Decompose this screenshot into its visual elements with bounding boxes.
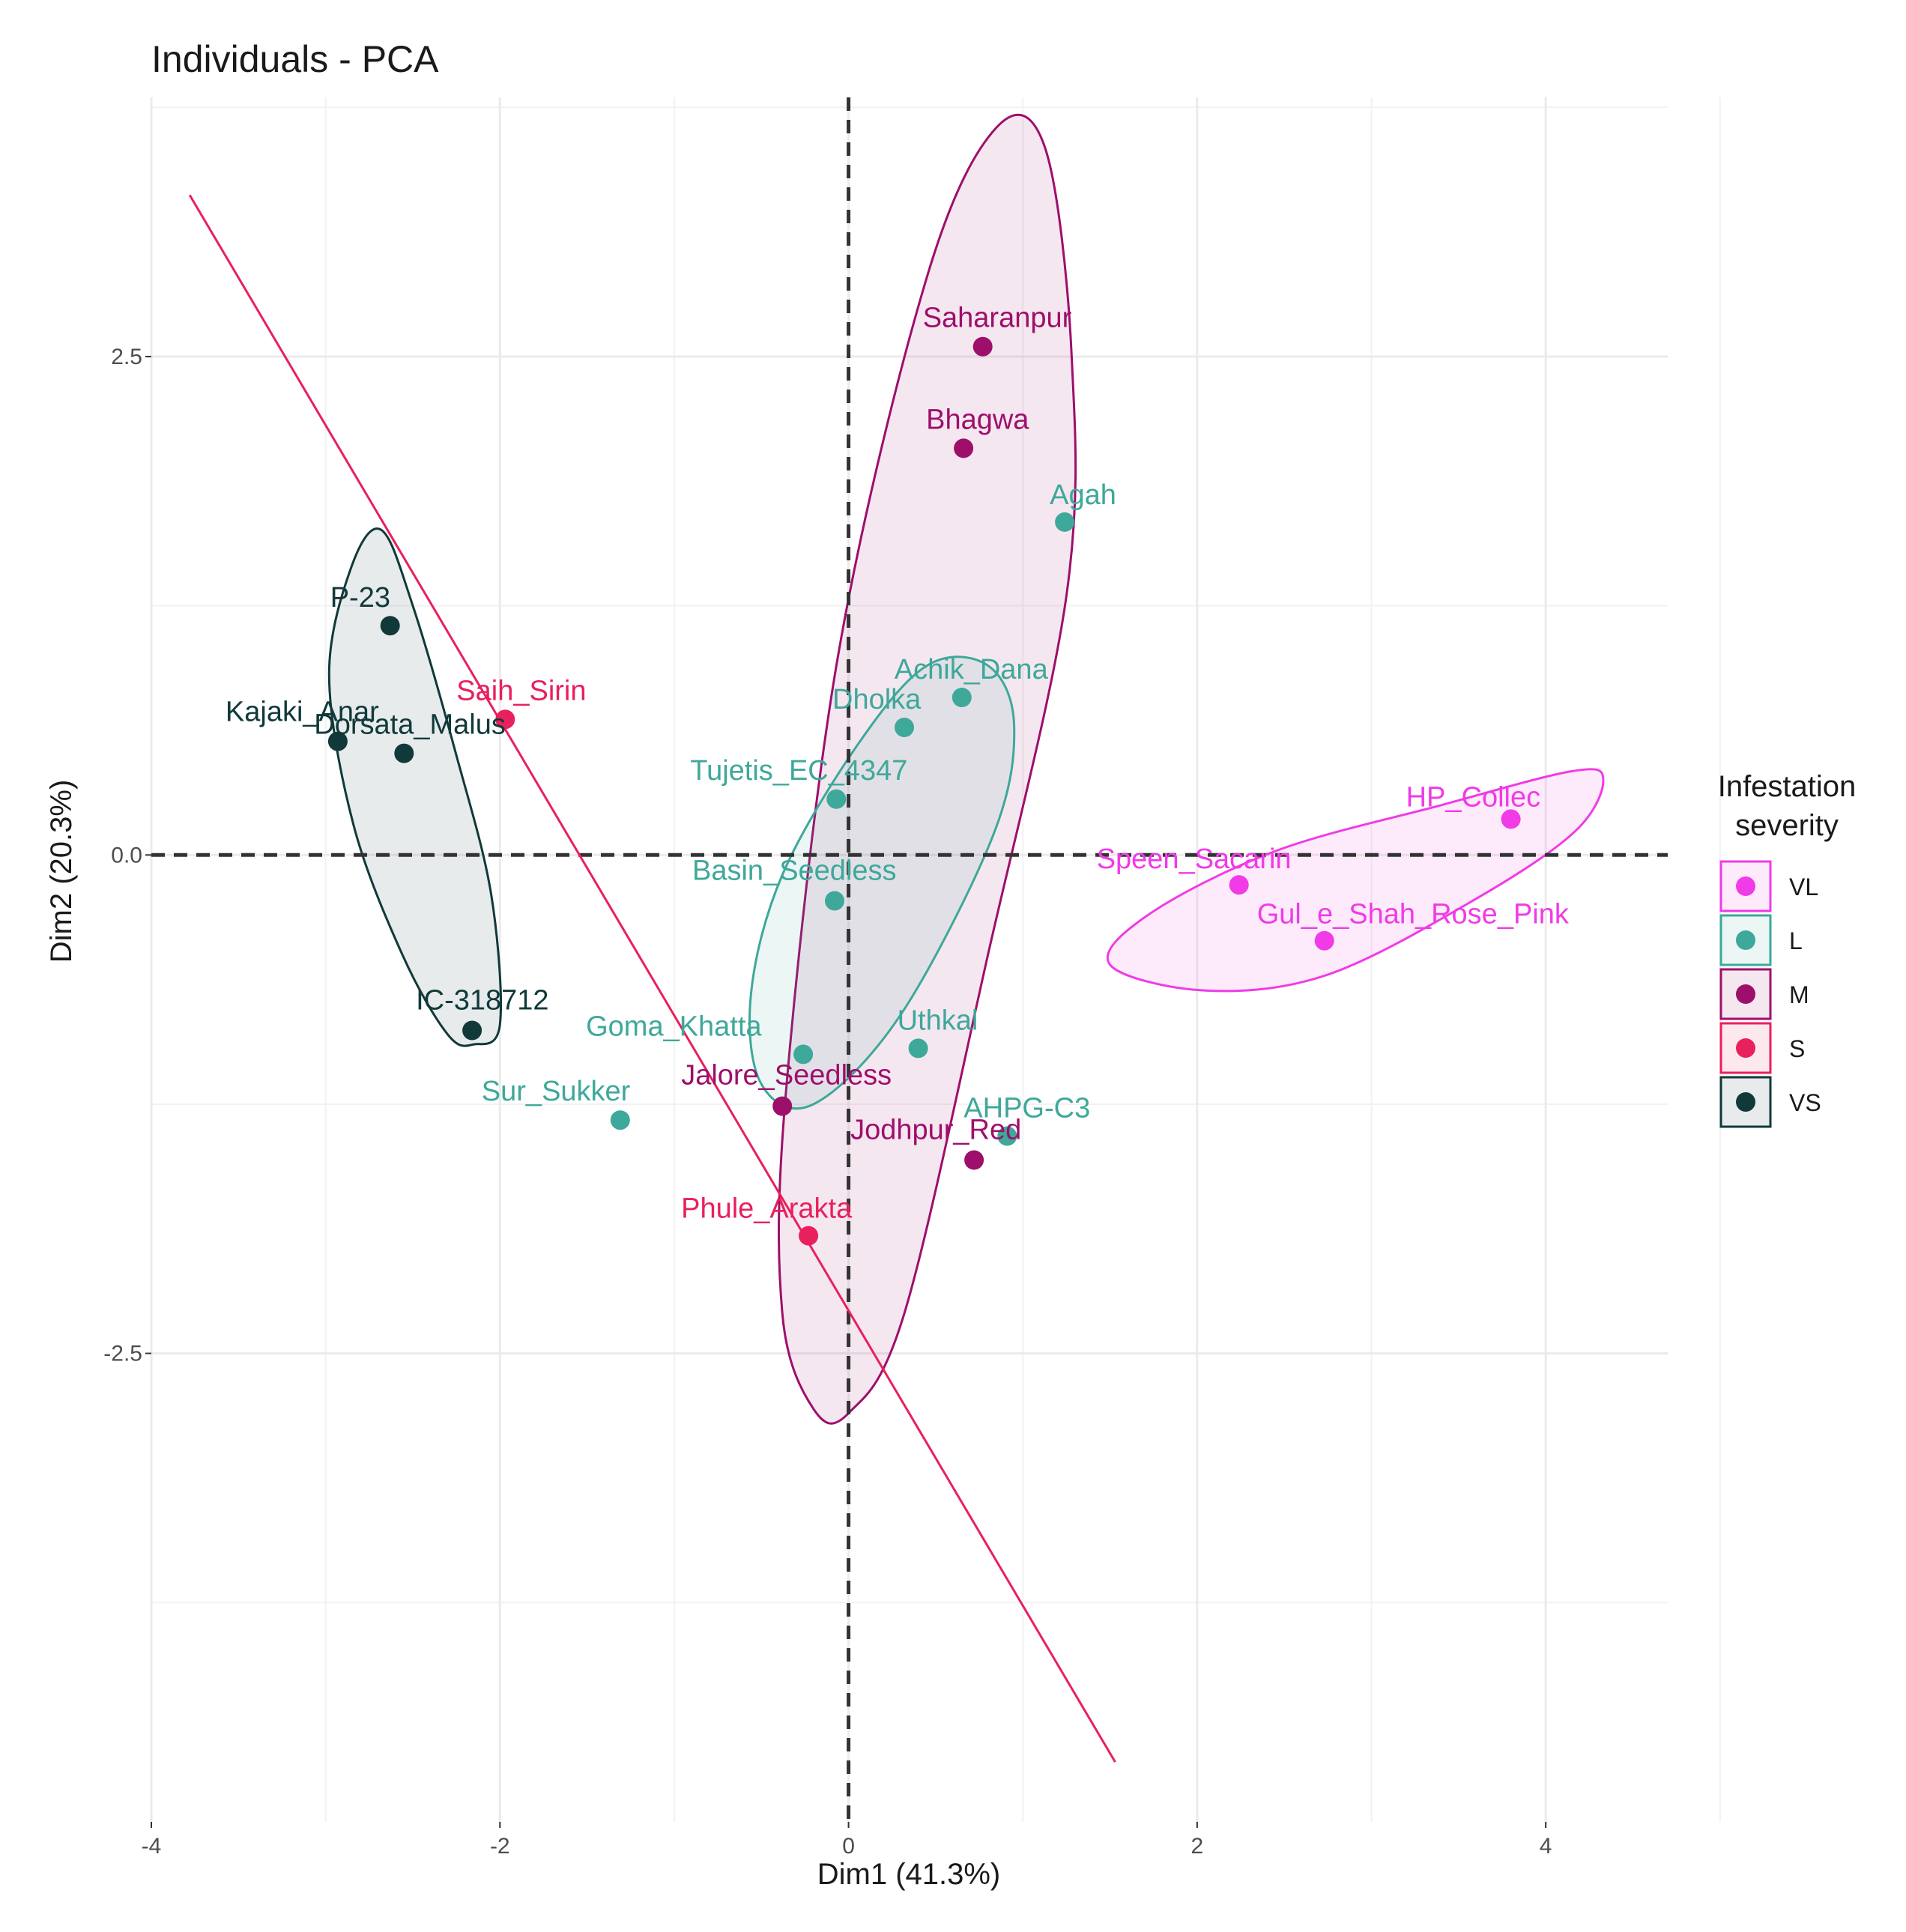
point-sur-sukker (610, 1110, 630, 1130)
point-label: Uthkal (898, 1005, 978, 1036)
point-goma-khatta (793, 1044, 814, 1065)
legend-label: M (1789, 981, 1809, 1008)
confidence-ellipses (327, 113, 1605, 1425)
point-label: IC-318712 (416, 985, 548, 1017)
ellipse-l (748, 655, 1016, 1110)
point-dorsata-malus (394, 743, 414, 763)
x-tick-label: 4 (1540, 1834, 1552, 1859)
x-tick-label: -4 (142, 1834, 162, 1859)
point-labels: Speen_Sacarin HP_Collec Gul_e_Shah_Rose_Pi… (226, 303, 1570, 1225)
data-points (327, 336, 1521, 1246)
y-tick-label: 0.0 (111, 843, 142, 867)
point-label: Phule_Arakta (681, 1193, 853, 1225)
point-label: Agah (1050, 479, 1116, 511)
point-bhagwa (954, 438, 974, 458)
legend-dot-s (1736, 1038, 1755, 1058)
legend-title-line-1: Infestation (1718, 770, 1857, 803)
point-hp-collec (1501, 809, 1521, 829)
point-label: Gul_e_Shah_Rose_Pink (1257, 899, 1570, 930)
point-label: Speen_Sacarin (1097, 844, 1292, 875)
point-speen-sacarin (1229, 875, 1249, 895)
point-dholka (895, 718, 914, 737)
legend-dot-vs (1736, 1092, 1755, 1112)
x-axis-ticks: -4 -2 0 2 4 (142, 1822, 1552, 1859)
legend-label: VL (1789, 873, 1818, 900)
ellipse-vl (1106, 768, 1605, 993)
legend: Infestation severity VL LMS VS (1718, 770, 1857, 1128)
chart-title: Individuals - PCA (151, 38, 439, 80)
point-label: Dorsata_Malus (314, 709, 506, 741)
x-axis-title: Dim1 (41.3%) (817, 1858, 1001, 1891)
point-basin-seedless (825, 891, 844, 911)
y-axis-title: Dim2 (20.3%) (45, 780, 78, 963)
point-gul-e-shah-rose-pink (1314, 930, 1334, 951)
point-label: Jalore_Seedless (681, 1060, 892, 1091)
point-kajaki-anar (327, 731, 348, 751)
point-label: Basin_Seedless (692, 856, 897, 887)
legend-label: S (1789, 1035, 1805, 1062)
point-label: Sur_Sukker (482, 1076, 631, 1107)
point-tujetis-ec-4347 (826, 789, 847, 809)
x-tick-label: 2 (1191, 1834, 1204, 1859)
point-label: Dholka (832, 684, 922, 715)
legend-dot-m (1736, 984, 1755, 1004)
legend-label: VS (1789, 1089, 1821, 1116)
reference-lines (151, 97, 1668, 1822)
x-tick-label: 0 (842, 1834, 855, 1859)
point-label: Tujetis_EC_4347 (690, 755, 907, 787)
legend-title-line-2: severity (1735, 809, 1839, 842)
legend-dot-vl (1736, 876, 1755, 896)
point-uthkal (908, 1038, 928, 1059)
legend-label: L (1789, 927, 1803, 954)
point-jalore-seedless (772, 1096, 793, 1116)
point-label: Saharanpur (923, 303, 1072, 334)
point-label: Achik_Dana (895, 654, 1049, 685)
point-saih-sirin (495, 709, 515, 730)
point-phule-arakta (799, 1226, 819, 1246)
point-ahpg-c3 (997, 1126, 1017, 1146)
y-axis-ticks: -2.5 0.0 2.5 (103, 345, 151, 1366)
point-label: Bhagwa (926, 404, 1029, 435)
legend-dot-l (1736, 930, 1755, 950)
point-label: HP_Collec (1406, 781, 1541, 813)
x-tick-label: -2 (490, 1834, 510, 1859)
point-agah (1055, 512, 1075, 532)
fit-line-segment (188, 194, 1116, 1763)
point-ic-318712 (462, 1020, 482, 1041)
point-label: AHPG-C3 (963, 1093, 1090, 1124)
point-jodhpur-red (964, 1150, 984, 1170)
point-saharanpur (972, 336, 993, 357)
fit-line (188, 194, 1116, 1763)
ellipse-m (777, 113, 1077, 1425)
point-achik-dana (952, 688, 972, 707)
point-label: P-23 (330, 582, 390, 614)
y-tick-label: 2.5 (111, 345, 142, 369)
point-label: Kajaki_Anar (226, 697, 379, 728)
point-label: Jodhpur_Red (850, 1115, 1021, 1146)
y-tick-label: -2.5 (103, 1342, 142, 1366)
legend-key-m (1719, 968, 1772, 1020)
point-label: Goma_Khatta (586, 1011, 762, 1042)
point-label: Saih_Sirin (456, 675, 586, 706)
legend-items: VL LMS VS (1719, 860, 1821, 1128)
point-p-23 (380, 616, 400, 636)
ellipse-vs (327, 527, 503, 1047)
